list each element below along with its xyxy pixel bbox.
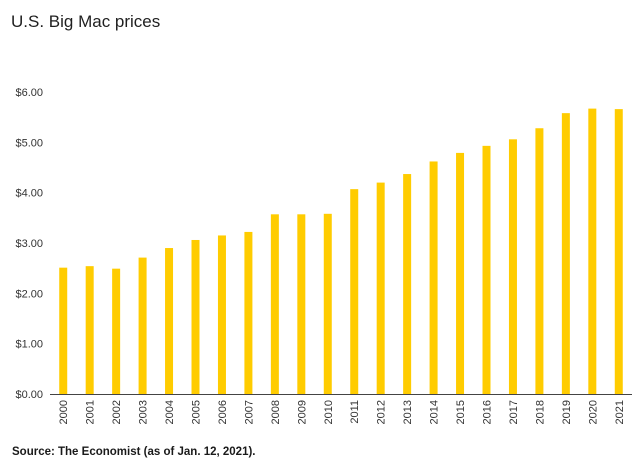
bar-2001 <box>85 266 94 394</box>
y-tick-label: $1.00 <box>15 339 43 351</box>
x-tick-label: 2001 <box>85 400 97 424</box>
x-tick-label: 2005 <box>191 400 203 424</box>
x-tick-label: 2004 <box>164 400 176 424</box>
x-tick-label: 2000 <box>58 400 70 424</box>
bar-2008 <box>270 214 279 394</box>
bar-2021 <box>614 109 623 394</box>
y-tick-label: $3.00 <box>15 238 43 250</box>
bar-2011 <box>350 189 359 394</box>
y-tick-label: $6.00 <box>15 87 43 99</box>
bar-2005 <box>191 239 200 394</box>
bar-2015 <box>456 152 465 394</box>
y-tick-label: $2.00 <box>15 288 43 300</box>
bar-2018 <box>535 128 544 395</box>
x-tick-label: 2011 <box>349 400 361 424</box>
x-tick-label: 2006 <box>217 400 229 424</box>
x-tick-label: 2018 <box>534 400 546 424</box>
bar-2004 <box>165 248 174 394</box>
x-tick-label: 2002 <box>111 400 123 424</box>
bar-2016 <box>482 145 491 394</box>
x-tick-label: 2008 <box>270 400 282 424</box>
x-tick-label: 2019 <box>561 400 573 424</box>
y-tick-label: $4.00 <box>15 188 43 200</box>
source-note: Source: The Economist (as of Jan. 12, 20… <box>12 446 256 458</box>
x-tick-label: 2012 <box>376 400 388 424</box>
y-tick-label: $0.00 <box>15 389 43 401</box>
bar-2019 <box>561 113 570 394</box>
bar-2006 <box>217 235 226 394</box>
x-tick-label: 2013 <box>402 400 414 424</box>
chart-title: U.S. Big Mac prices <box>11 12 161 31</box>
x-tick-label: 2015 <box>455 400 467 424</box>
bar-2010 <box>323 213 332 394</box>
bar-2013 <box>403 174 412 394</box>
x-tick-label: 2021 <box>614 400 626 424</box>
bar-2012 <box>376 182 385 394</box>
x-tick-label: 2003 <box>138 400 150 424</box>
bar-2020 <box>588 108 597 395</box>
y-axis: $0.00 $1.00 $2.00 $3.00 $4.00 $5.00 $6.00 <box>15 87 43 401</box>
bar-2002 <box>112 268 121 394</box>
x-tick-label: 2007 <box>243 400 255 424</box>
bar-2014 <box>429 161 438 394</box>
bars-group <box>59 108 623 395</box>
bar-2000 <box>59 267 68 394</box>
bar-2009 <box>297 214 306 394</box>
x-tick-label: 2017 <box>508 400 520 424</box>
x-tick-label: 2016 <box>482 400 494 424</box>
x-tick-label: 2020 <box>587 400 599 424</box>
x-tick-label: 2009 <box>296 400 308 424</box>
x-axis: 2000 2001 2002 2003 2004 2005 2006 2007 2008 2009… <box>58 400 626 424</box>
bar-2007 <box>244 231 253 394</box>
y-tick-label: $5.00 <box>15 137 43 149</box>
x-tick-label: 2014 <box>429 400 441 424</box>
x-tick-label: 2010 <box>323 400 335 424</box>
bar-2017 <box>508 139 517 394</box>
bar-2003 <box>138 257 147 394</box>
